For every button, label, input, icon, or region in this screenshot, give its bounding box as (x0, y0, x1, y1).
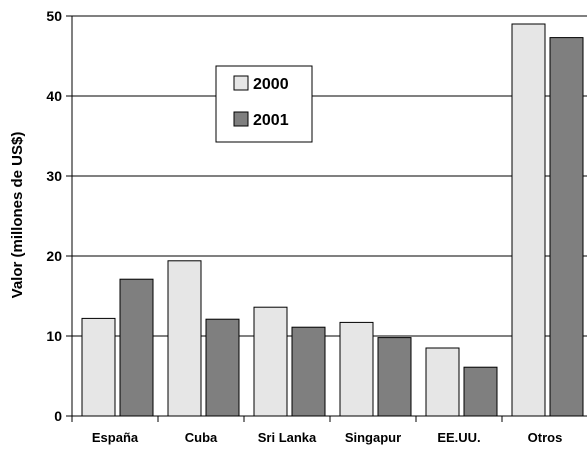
legend-swatch-2000 (233, 75, 249, 91)
y-axis-label: Valor (millones de US$) (9, 132, 26, 299)
bar-2000-4 (425, 347, 460, 417)
y-tick-label: 50 (46, 8, 62, 24)
legend: 2000 2001 (215, 65, 313, 143)
x-tick-labels: España Cuba Sri Lanka Singapur EE.UU. Otros (92, 430, 562, 445)
legend-label: 2000 (253, 76, 289, 93)
bar-2001-2 (291, 326, 326, 417)
legend-swatch-2001 (233, 111, 249, 127)
y-tick-labels: 0 10 20 30 40 50 (46, 8, 62, 424)
bar-2000-1 (167, 260, 202, 417)
legend-box (215, 65, 313, 143)
x-tick-label: Singapur (345, 430, 401, 445)
bar-2000-3 (339, 321, 374, 417)
bar-2001-3 (377, 337, 412, 417)
y-tick-label: 30 (46, 168, 62, 184)
gridlines (72, 15, 587, 337)
y-tick-label: 20 (46, 248, 62, 264)
x-tick-label: Otros (528, 430, 563, 445)
bar-2001-0 (119, 278, 154, 417)
x-tick-label: EE.UU. (437, 430, 480, 445)
bar-2000-2 (253, 306, 288, 417)
y-tick-label: 0 (54, 408, 62, 424)
y-tick-label: 40 (46, 88, 62, 104)
legend-label: 2001 (253, 112, 289, 129)
x-tick-label: Cuba (185, 430, 218, 445)
bar-2001-5 (549, 37, 584, 417)
bar-2000-5 (511, 23, 546, 417)
bar-2001-4 (463, 366, 498, 417)
bar-2001-1 (205, 318, 240, 417)
x-tick-label: España (92, 430, 139, 445)
x-tick-label: Sri Lanka (258, 430, 317, 445)
bar-2000-0 (81, 317, 116, 417)
bars (81, 23, 584, 417)
axes (66, 15, 587, 422)
y-tick-label: 10 (46, 328, 62, 344)
